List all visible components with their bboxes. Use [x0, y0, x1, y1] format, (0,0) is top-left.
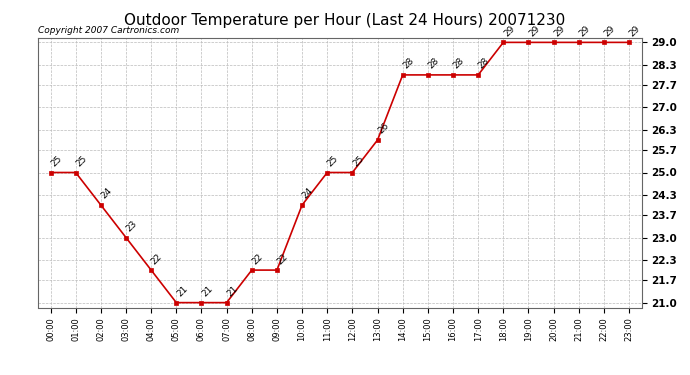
Text: Outdoor Temperature per Hour (Last 24 Hours) 20071230: Outdoor Temperature per Hour (Last 24 Ho… — [124, 13, 566, 28]
Text: 29: 29 — [502, 24, 516, 38]
Text: 28: 28 — [477, 56, 491, 71]
Text: 21: 21 — [175, 284, 189, 298]
Text: 29: 29 — [527, 24, 542, 38]
Text: 28: 28 — [452, 56, 466, 71]
Text: 25: 25 — [49, 154, 63, 168]
Text: 28: 28 — [402, 56, 416, 71]
Text: 21: 21 — [200, 284, 215, 298]
Text: 29: 29 — [628, 24, 642, 38]
Text: 21: 21 — [225, 284, 239, 298]
Text: 29: 29 — [578, 24, 592, 38]
Text: 25: 25 — [351, 154, 366, 168]
Text: 22: 22 — [150, 252, 164, 266]
Text: 28: 28 — [426, 56, 441, 71]
Text: 23: 23 — [125, 219, 139, 233]
Text: 22: 22 — [275, 252, 290, 266]
Text: 24: 24 — [99, 186, 114, 201]
Text: 26: 26 — [376, 122, 391, 136]
Text: 25: 25 — [326, 154, 340, 168]
Text: 22: 22 — [250, 252, 265, 266]
Text: 29: 29 — [602, 24, 617, 38]
Text: 24: 24 — [301, 186, 315, 201]
Text: Copyright 2007 Cartronics.com: Copyright 2007 Cartronics.com — [38, 26, 179, 35]
Text: 25: 25 — [75, 154, 89, 168]
Text: 29: 29 — [552, 24, 566, 38]
